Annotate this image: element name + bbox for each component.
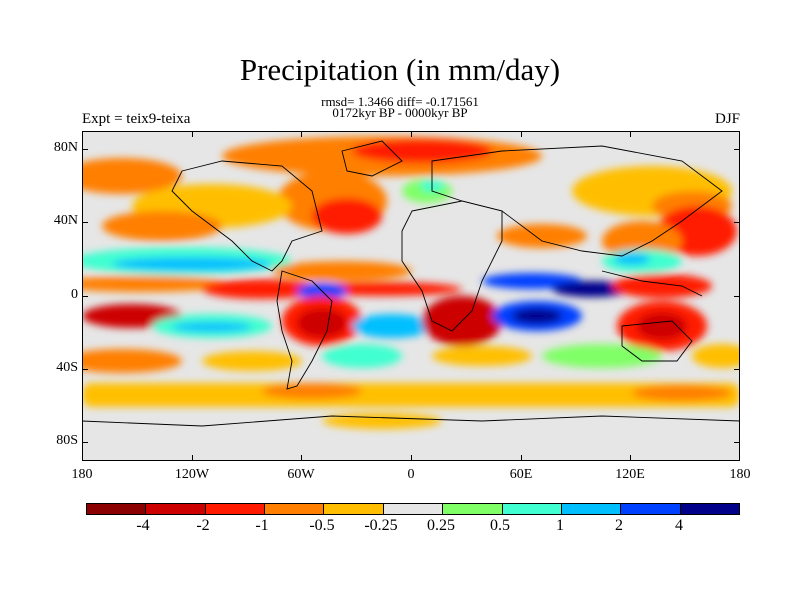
y-tick	[734, 296, 740, 297]
x-tick-label: 60E	[509, 467, 533, 482]
colorbar-label: -0.25	[364, 517, 398, 534]
colorbar-box	[87, 504, 147, 514]
x-tick	[411, 455, 412, 461]
x-tick	[301, 455, 302, 461]
x-tick	[411, 131, 412, 137]
colorbar-label: 1	[556, 517, 564, 534]
y-tick	[82, 369, 88, 370]
experiment-label: Expt = teix9-teixa	[82, 111, 191, 127]
y-tick	[734, 369, 740, 370]
y-tick	[82, 296, 88, 297]
x-tick	[521, 455, 522, 461]
map-svg	[82, 131, 740, 461]
colorbar-box	[443, 504, 503, 514]
colorbar-box	[324, 504, 384, 514]
x-tick-label: 120W	[174, 467, 210, 482]
colorbar-label: -0.5	[309, 517, 335, 534]
x-tick-label: 120E	[615, 467, 645, 482]
colorbar-label: -1	[255, 517, 269, 534]
y-tick-label: 80N	[53, 140, 78, 155]
x-tick	[192, 455, 193, 461]
colorbar-box	[621, 504, 681, 514]
colorbar-box	[561, 504, 622, 514]
y-tick	[82, 149, 88, 150]
colorbar-label: 2	[615, 517, 623, 534]
colorbar-label: -2	[196, 517, 210, 534]
y-tick-label: 80S	[56, 433, 78, 448]
colorbar-box	[502, 504, 562, 514]
x-tick	[630, 131, 631, 137]
colorbar-label: -4	[136, 517, 150, 534]
y-tick	[734, 442, 740, 443]
colorbar-box	[383, 504, 444, 514]
x-tick	[630, 455, 631, 461]
coastlines	[82, 140, 740, 427]
colorbar-label: 0.5	[490, 517, 510, 534]
season-label: DJF	[714, 111, 740, 127]
colorbar-box	[680, 504, 739, 514]
x-tick	[301, 131, 302, 137]
y-tick-label: 40N	[53, 213, 78, 228]
x-tick	[521, 131, 522, 137]
x-tick-label: 180	[729, 467, 751, 482]
y-tick-label: 40S	[56, 360, 78, 375]
colorbar-box	[146, 504, 206, 514]
y-tick	[734, 149, 740, 150]
chart-title: Precipitation (in mm/day)	[239, 52, 561, 87]
y-tick	[734, 222, 740, 223]
x-tick-label: 0	[407, 467, 415, 482]
precipitation-map	[82, 131, 740, 461]
y-tick	[82, 442, 88, 443]
y-tick	[82, 222, 88, 223]
x-tick	[192, 131, 193, 137]
y-tick-label: 0	[71, 287, 78, 302]
stats-line: rmsd= 1.3466 diff= -0.171561	[321, 94, 479, 109]
period-line: 0172kyr BP - 0000kyr BP	[332, 105, 468, 120]
colorbar	[86, 503, 740, 515]
colorbar-box	[265, 504, 325, 514]
colorbar-label: 0.25	[427, 517, 455, 534]
colorbar-box	[205, 504, 266, 514]
x-tick-label: 180	[71, 467, 93, 482]
x-tick-label: 60W	[287, 467, 315, 482]
colorbar-label: 4	[675, 517, 683, 534]
